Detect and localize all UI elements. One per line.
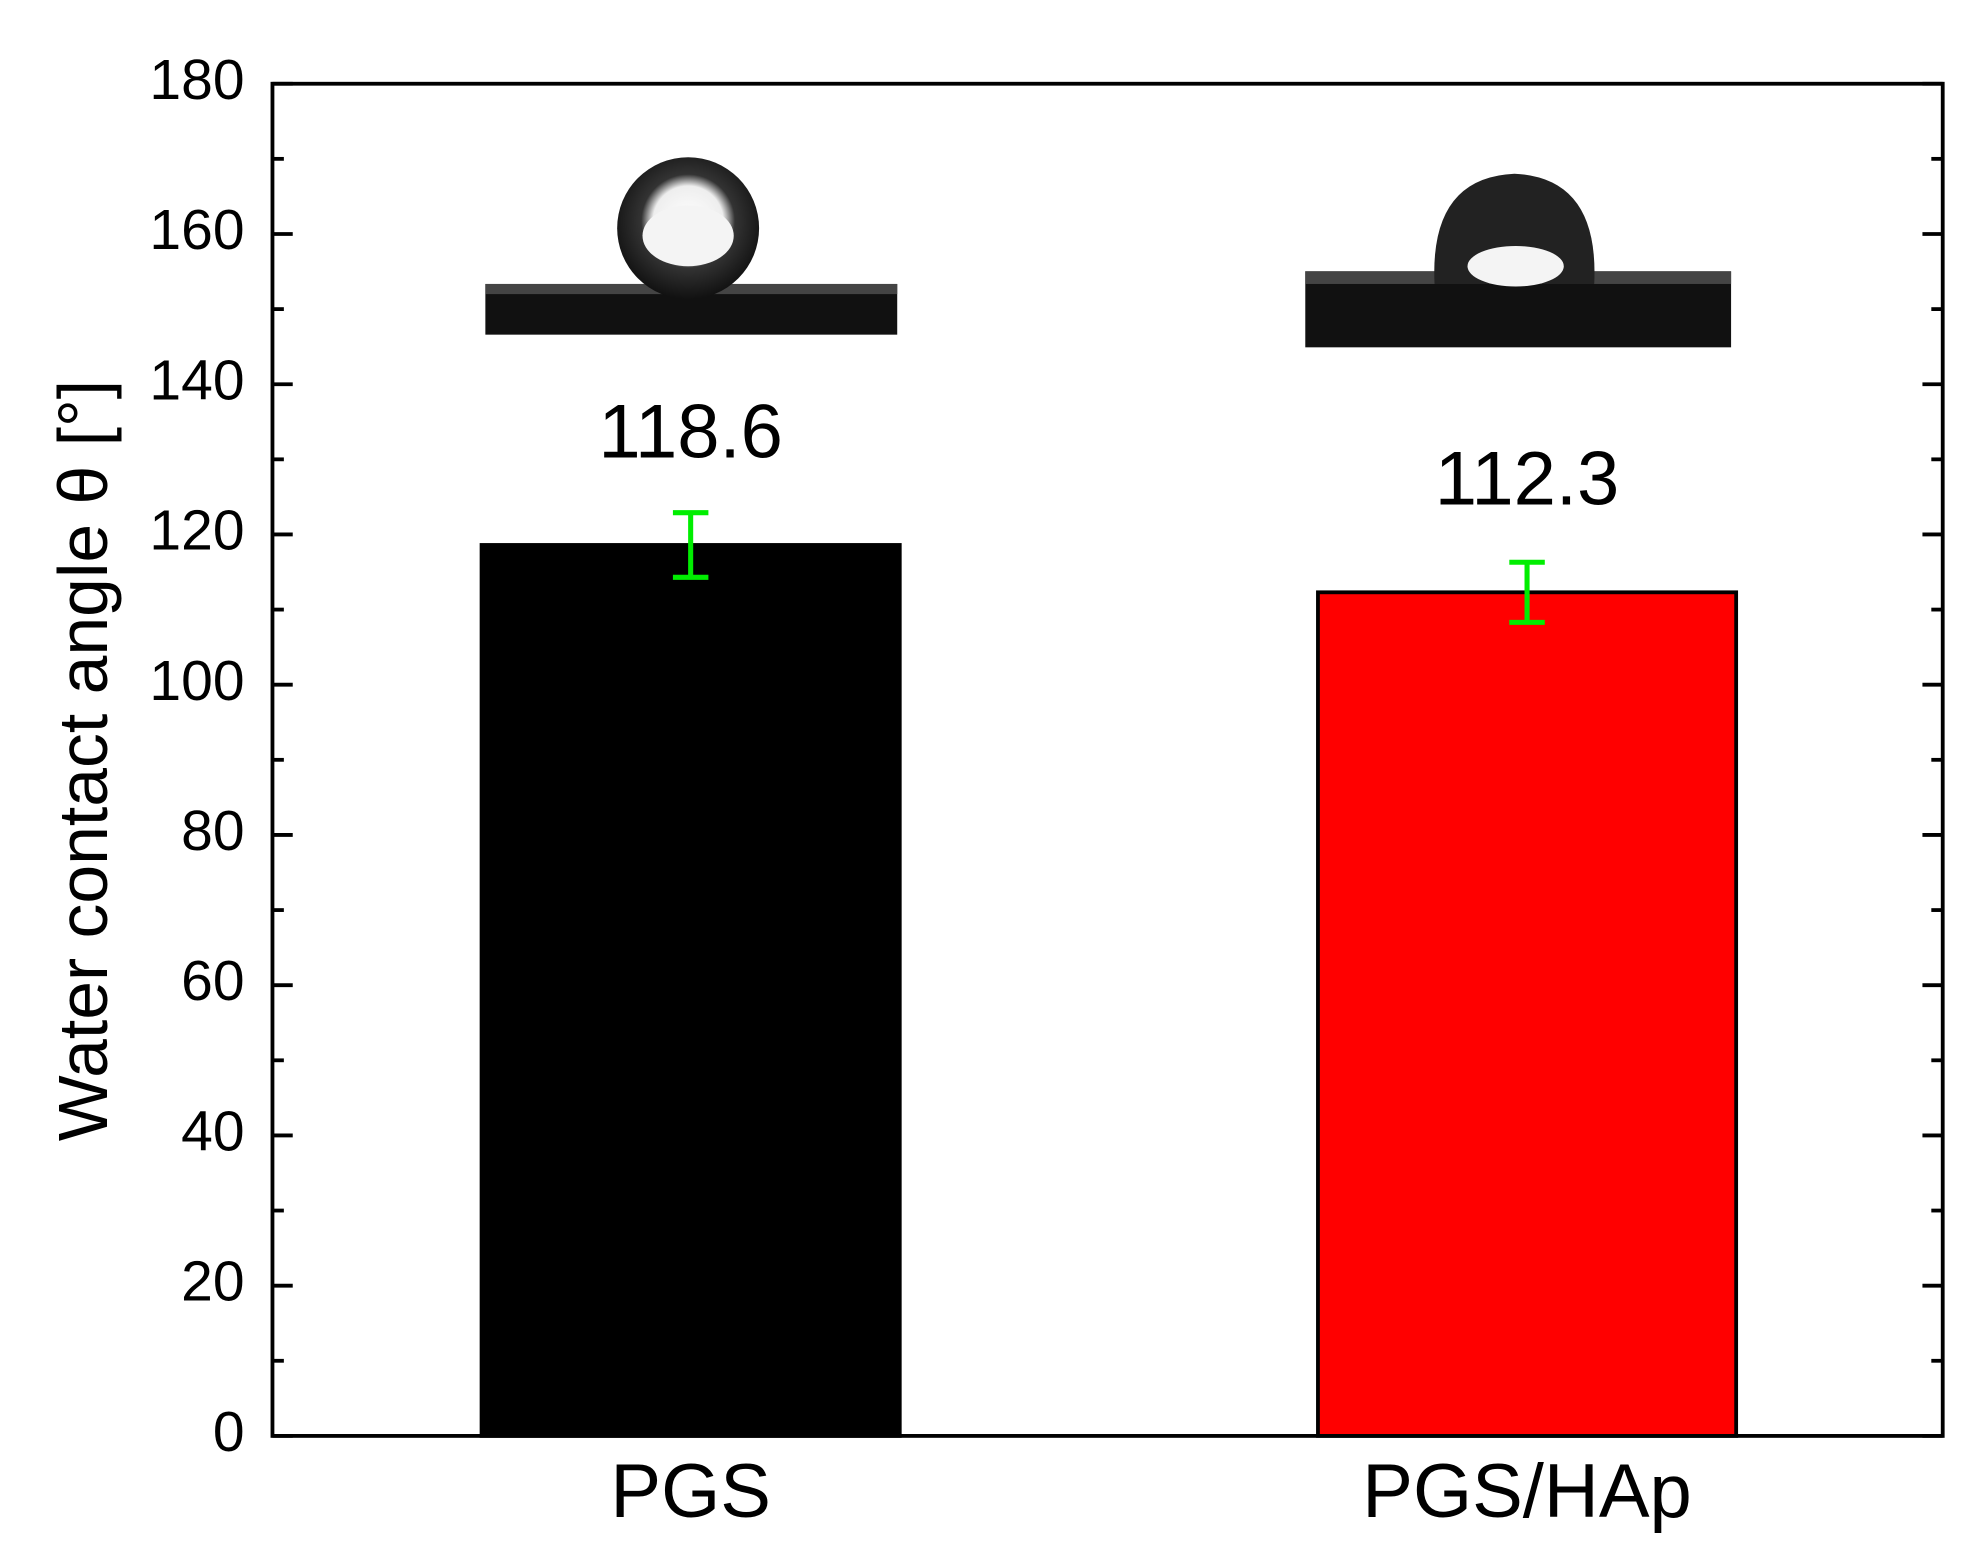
y-tick-label: 40 bbox=[181, 1099, 244, 1163]
y-axis-label: Water contact angle θ [°] bbox=[44, 380, 122, 1141]
droplet-image bbox=[485, 157, 898, 335]
droplet-image bbox=[1305, 173, 1732, 348]
bar bbox=[1316, 590, 1739, 1438]
x-tick-label: PGS bbox=[610, 1449, 771, 1534]
value-label: 112.3 bbox=[1435, 437, 1620, 522]
y-tick-label: 120 bbox=[149, 499, 244, 563]
y-tick-label: 180 bbox=[149, 48, 244, 112]
y-tick-label: 140 bbox=[149, 348, 244, 412]
y-tick-label: 80 bbox=[181, 799, 244, 863]
y-tick-label: 60 bbox=[181, 949, 244, 1013]
bar bbox=[479, 543, 902, 1438]
y-tick-label: 0 bbox=[213, 1400, 245, 1464]
value-label: 118.6 bbox=[598, 389, 783, 474]
y-tick-label: 160 bbox=[149, 198, 244, 262]
y-tick-label: 20 bbox=[181, 1250, 244, 1314]
y-tick-label: 100 bbox=[149, 649, 244, 713]
x-tick-label: PGS/HAp bbox=[1362, 1449, 1692, 1534]
